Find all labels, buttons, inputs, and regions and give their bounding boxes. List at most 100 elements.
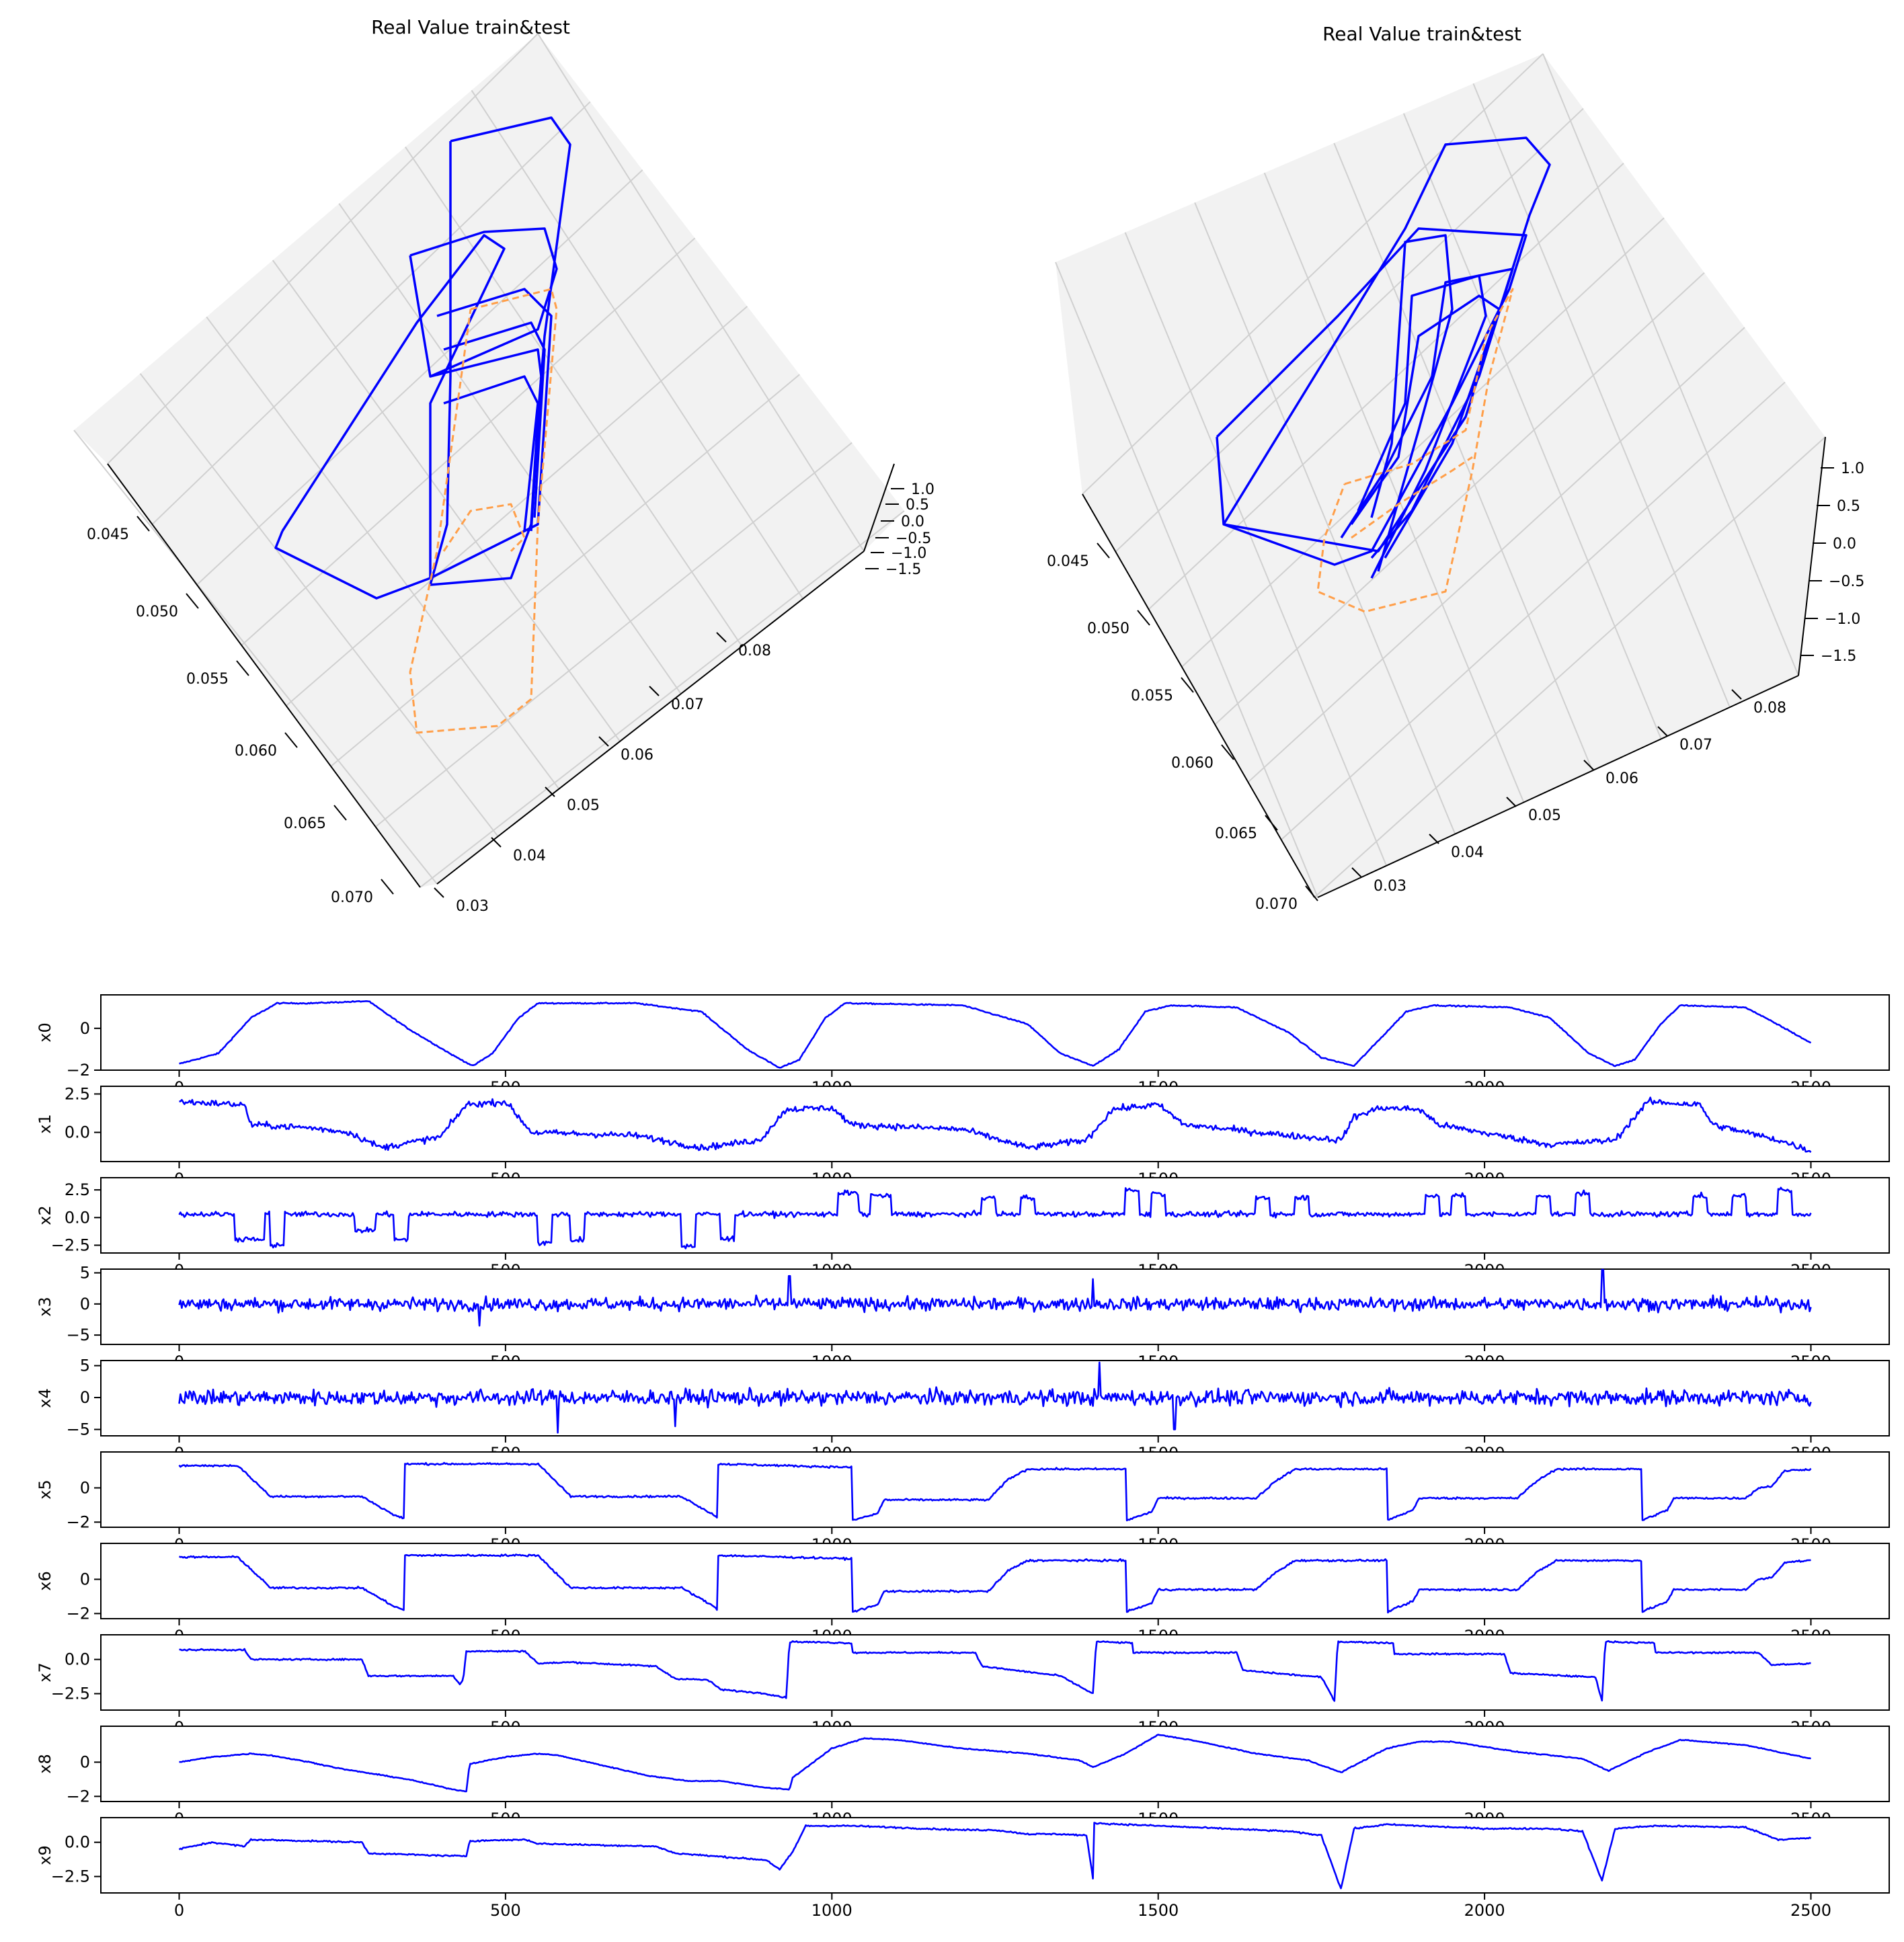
gridline xyxy=(420,510,905,888)
z-tick-label: 0.5 xyxy=(1837,498,1860,515)
gridline xyxy=(1148,163,1624,610)
subplot-x6: x60−205001000150020002500 xyxy=(36,1543,1890,1646)
y-tick-label: 0.08 xyxy=(1753,700,1786,717)
3d-plot-right: Real Value train&test 0.045 0.050 0.055 0.06… xyxy=(1047,23,1864,913)
y-tick-mark xyxy=(1429,834,1439,844)
y-tick-label: 0.0 xyxy=(65,1833,90,1852)
train-trajectory xyxy=(443,321,546,518)
y-tick-mark xyxy=(716,632,727,643)
gridline xyxy=(1314,436,1826,898)
axis-line xyxy=(863,463,895,552)
z-tick-label: 0.0 xyxy=(901,514,924,530)
x-tick-label: 0.050 xyxy=(136,604,178,620)
gridline xyxy=(1115,108,1584,553)
y-tick-mark xyxy=(598,736,609,747)
y-tick-label: −2.5 xyxy=(51,1685,90,1703)
y-tick-label: 0.0 xyxy=(65,1208,90,1227)
x-tick-label: 0.065 xyxy=(1215,825,1257,842)
x-tick-mark xyxy=(1137,610,1150,626)
y-axis-label: x3 xyxy=(36,1297,54,1316)
y-tick-label: 5 xyxy=(80,1264,90,1283)
y-tick-label: 0.03 xyxy=(456,898,489,915)
gridline xyxy=(1542,53,1799,676)
axes-frame xyxy=(100,994,1890,1071)
train-trajectory xyxy=(443,375,539,532)
gridline xyxy=(241,237,696,646)
gridline xyxy=(338,203,682,694)
axis-line xyxy=(1082,493,1315,898)
y-axis-label: x0 xyxy=(36,1022,54,1042)
y-tick-mark xyxy=(1351,867,1362,878)
series-line-x7 xyxy=(179,1640,1811,1702)
gridline xyxy=(1281,381,1786,841)
y-axis-label: x5 xyxy=(36,1480,54,1499)
x-tick-mark xyxy=(1181,677,1194,693)
y-tick-label: 0.08 xyxy=(738,643,771,659)
x-tick-label: 0.050 xyxy=(1087,620,1129,637)
gridline xyxy=(1194,202,1456,835)
x-tick-label: 0.055 xyxy=(186,671,229,688)
x-tick-mark xyxy=(284,732,298,748)
series-line-x4 xyxy=(178,1361,1812,1434)
gridline xyxy=(405,147,743,647)
x-tick-label: 0.045 xyxy=(1047,553,1089,570)
y-tick-mark xyxy=(1731,689,1742,700)
train-trajectory xyxy=(1370,234,1454,572)
gridline xyxy=(286,305,748,706)
axes-frame xyxy=(100,1451,1890,1528)
axis-line xyxy=(1317,675,1799,898)
y-axis-label: x6 xyxy=(36,1571,54,1590)
gridline xyxy=(1082,53,1544,495)
subplot-x9: x9 0.0 −2.5 0 500 1000 1500 2000 2500 xyxy=(36,1817,1890,1920)
z-tick-label: 1.0 xyxy=(911,481,935,498)
subplot-x0: x00−205001000150020002500 xyxy=(36,994,1890,1097)
y-tick-label: 0 xyxy=(80,1388,90,1407)
pane-background xyxy=(74,34,904,887)
series-line-x3 xyxy=(178,1268,1812,1327)
y-tick-mark xyxy=(1506,797,1517,807)
y-tick-label: 0.04 xyxy=(1451,844,1484,861)
series-line-x5 xyxy=(178,1461,1812,1522)
gridline xyxy=(1055,261,1318,898)
subplot-x8: x80−205001000150020002500 xyxy=(36,1726,1890,1828)
y-tick-label: 0.07 xyxy=(671,696,704,713)
y-tick-label: −2.5 xyxy=(51,1867,90,1886)
y-tick-label: 0.03 xyxy=(1374,878,1406,895)
series-line-x6 xyxy=(178,1553,1811,1614)
test-trajectory xyxy=(442,503,526,553)
train-trajectory xyxy=(430,288,553,579)
y-tick-label: −2 xyxy=(67,1604,90,1623)
x-tick-label: 500 xyxy=(490,1901,521,1920)
y-tick-label: 0 xyxy=(80,1478,90,1497)
z-tick-label: −1.0 xyxy=(1825,611,1860,628)
gridline xyxy=(1124,232,1388,866)
pane-background xyxy=(1056,54,1825,897)
gridline xyxy=(73,430,438,885)
chart-title: Real Value train&test xyxy=(1322,23,1521,45)
y-tick-label: −5 xyxy=(67,1420,90,1439)
series-line-x2 xyxy=(178,1186,1812,1250)
y-tick-mark xyxy=(491,837,502,848)
z-tick-label: −0.5 xyxy=(1829,573,1864,590)
series-line-x0 xyxy=(179,1000,1812,1069)
y-tick-mark xyxy=(545,786,555,797)
y-tick-label: 0 xyxy=(80,1019,90,1038)
x-tick-label: 0.070 xyxy=(1255,896,1298,913)
y-tick-label: 0 xyxy=(80,1752,90,1771)
x-tick-label: 0.070 xyxy=(331,889,373,906)
y-axis-label: x8 xyxy=(36,1754,54,1773)
axis-line xyxy=(107,463,421,888)
x-tick-label: 2000 xyxy=(1464,1901,1505,1920)
gridline xyxy=(1214,272,1705,725)
y-tick-label: −2.5 xyxy=(51,1236,90,1254)
x-tick-label: 0.065 xyxy=(284,815,326,832)
test-trajectory xyxy=(1351,456,1473,539)
z-tick-label: −1.5 xyxy=(885,561,921,578)
x-tick-mark xyxy=(1221,744,1234,760)
y-tick-label: 2.5 xyxy=(65,1084,90,1103)
test-trajectory xyxy=(409,288,558,734)
gridline xyxy=(1247,327,1745,783)
gridline xyxy=(272,259,621,742)
y-tick-mark xyxy=(434,887,444,898)
